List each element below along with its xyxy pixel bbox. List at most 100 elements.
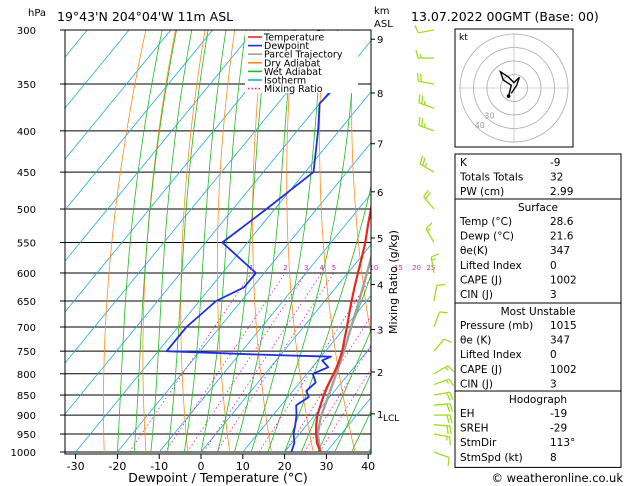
wind-barb [418, 94, 435, 109]
table-row-label: PW (cm) [460, 186, 504, 198]
dry-adiabat-line [103, 30, 147, 453]
wind-barb [430, 253, 440, 274]
mixing-ratio-label: 4 [319, 264, 324, 272]
table-row-value: 1015 [550, 320, 577, 332]
table-section-title: Most Unstable [501, 306, 576, 318]
temperature-tick-label: 0 [198, 460, 205, 473]
temperature-tick-label: -10 [150, 460, 168, 473]
table-row-value: -29 [550, 423, 567, 435]
wind-barb-half-flag [444, 366, 449, 371]
mixing-ratio-label: 1 [249, 264, 253, 272]
table-row-label: StmSpd (kt) [460, 452, 523, 464]
wind-barb [417, 72, 435, 85]
temperature-tick-label: -20 [108, 460, 126, 473]
wind-barb-half-flag [431, 257, 436, 261]
legend-label: Dewpoint [264, 41, 309, 52]
table-row-label: θe(K) [460, 245, 488, 257]
mixing-ratio-label: 2 [283, 264, 287, 272]
mixing-ratio-line [319, 368, 371, 453]
pressure-tick-label: 700 [17, 323, 36, 334]
hodograph-storm-motion [506, 94, 511, 98]
wet-adiabat-line [183, 30, 227, 453]
hodograph-unit-label: kt [459, 33, 468, 43]
wet-adiabat-line [284, 184, 371, 453]
table-row-value: 28.6 [550, 216, 574, 228]
asl-unit-label: ASL [374, 19, 393, 30]
table-row-value: 2.99 [550, 186, 573, 198]
table-row-label: SREH [460, 423, 489, 435]
table-row-value: -19 [550, 408, 567, 420]
pressure-tick-label: 650 [17, 297, 36, 308]
mixing-ratio-label: 15 [394, 264, 403, 272]
wind-barb [433, 338, 452, 352]
wind-barb-flag [421, 95, 424, 104]
isotherm-line [284, 346, 371, 453]
wind-barb-flag [448, 378, 455, 387]
mixing-ratio-line [216, 272, 335, 453]
isotherm-line [65, 30, 130, 109]
wet-adiabat-line [150, 30, 193, 453]
wind-barb-staff [433, 338, 445, 352]
mixing-ratio-label: 5 [332, 264, 336, 272]
table-row-value: 113° [550, 437, 575, 449]
table-row-label: θe (K) [460, 335, 491, 347]
table-row-label: Temp (°C) [459, 216, 512, 228]
wind-barb-flag [449, 391, 454, 401]
wind-barb [433, 311, 448, 328]
wind-barb-flag [419, 73, 422, 82]
wind-barb-flag [417, 72, 419, 82]
hodograph-trace [499, 70, 521, 97]
surface-box [454, 198, 622, 306]
table-row-value: 1002 [550, 274, 577, 286]
isotherm-line [65, 40, 371, 415]
pressure-tick-label: 950 [17, 430, 36, 441]
wind-barb [423, 189, 435, 210]
table-section-title: Hodograph [509, 394, 567, 406]
table-row-label: Totals Totals [459, 172, 523, 184]
pressure-tick-label: 350 [17, 80, 36, 91]
wind-barb [433, 403, 454, 413]
table-row-label: CAPE (J) [460, 364, 502, 376]
pressure-tick-label: 300 [17, 26, 36, 37]
dewpoint-line [165, 30, 349, 453]
temperature-line [315, 202, 371, 453]
mixing-ratio-axis-title: Mixing Ratio (g/kg) [387, 230, 400, 334]
parcel-trajectory-line [316, 253, 371, 453]
indices-table: K -9 Totals Totals 32 PW (cm) 2.99 Surface Temp… [454, 153, 622, 468]
wind-barb [433, 424, 452, 435]
wet-adiabat-line [117, 30, 163, 453]
km-tick-label: 2 [377, 368, 383, 379]
table-row-label: StmDir [460, 437, 497, 449]
km-tick-label: 9 [377, 35, 383, 46]
wind-barb-flag [423, 189, 430, 198]
pressure-tick-label: 1000 [11, 448, 36, 459]
wet-adiabat-line [200, 30, 247, 453]
legend-label: Temperature [263, 33, 324, 44]
mixing-ratio-label: 20 [412, 264, 421, 272]
wind-barb-flag [446, 392, 451, 401]
table-row-label: Lifted Index [460, 349, 522, 361]
table-row-label: Dewp (°C) [460, 231, 514, 243]
legend-label: Dry Adiabat [264, 58, 321, 69]
isotherm-line [200, 244, 371, 453]
pressure-tick-label: 550 [17, 238, 36, 249]
km-tick-label: 7 [377, 140, 383, 151]
wind-barb [433, 433, 451, 446]
wind-barb [415, 49, 434, 59]
mixing-ratio-line [186, 272, 307, 453]
wind-barb-flag [425, 192, 432, 200]
wind-barb-flag [436, 284, 446, 286]
datetime-title: 13.07.2022 00GMT (Base: 00) [411, 9, 599, 24]
wind-barb-flag [444, 338, 452, 344]
wind-barb [414, 24, 435, 34]
table-row-value: 0 [550, 260, 557, 272]
pressure-tick-label: 900 [17, 411, 36, 422]
table-row-label: CIN (J) [460, 378, 493, 390]
legend-label: Wet Adiabat [264, 67, 322, 78]
km-tick-label: 3 [377, 325, 383, 336]
wind-barb-staff [433, 311, 441, 328]
most-unstable-box [454, 302, 622, 395]
